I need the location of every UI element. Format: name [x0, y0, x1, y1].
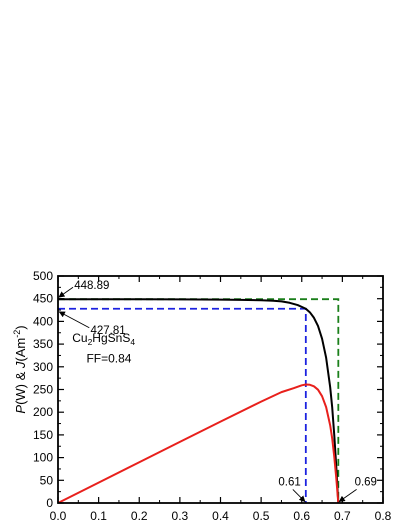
material-sub-2: 2: [88, 337, 93, 347]
x-axis: 0.0 0.1 0.2 0.3 0.4 0.5 0.6 0.7 0.8: [50, 276, 392, 523]
y-tick-label: 350: [33, 337, 53, 351]
voc-arrow: [338, 489, 357, 503]
x-tick-label: 0.5: [253, 509, 270, 523]
y-axis-label-close: ): [13, 325, 28, 329]
jmp-label: 427.81: [91, 325, 126, 337]
y-axis-label-p: P: [13, 405, 28, 414]
fill-factor-label: FF=0.84: [86, 351, 131, 365]
y-axis-label-w: (W) &: [13, 368, 28, 405]
y-tick-label: 200: [33, 405, 53, 419]
x-tick-label: 0.3: [172, 509, 189, 523]
material-label: Cu2HgSnS4: [72, 331, 135, 347]
material-sub-4: 4: [130, 337, 135, 347]
x-tick-label: 0.2: [131, 509, 148, 523]
y-tick-label: 150: [33, 428, 53, 442]
y-tick-label: 100: [33, 451, 53, 465]
y-tick-label: 50: [40, 473, 54, 487]
x-tick-label: 0.7: [334, 509, 351, 523]
data-series: [57, 298, 340, 504]
x-tick-label: 0.0: [50, 509, 67, 523]
power-curve: [57, 383, 340, 504]
jmp-arrow: [58, 311, 90, 329]
voc-label: 0.69: [355, 477, 377, 489]
current-curve: [57, 298, 340, 504]
annotations: 448.89 427.81 0.61 0.69 Cu2HgSnS4 FF=0.8…: [58, 280, 377, 503]
y-axis-label: P(W) & J(Am-2): [12, 325, 28, 413]
y-tick-label: 450: [33, 292, 53, 306]
y-tick-label: 0: [46, 496, 53, 510]
y-axis-label-unit: (Am: [13, 338, 28, 362]
plot-frame: [57, 275, 384, 504]
x-tick-label: 0.4: [212, 509, 229, 523]
material-hgsns: HgSnS: [92, 331, 130, 345]
material-cu: Cu: [72, 331, 87, 345]
vmp-arrow: [292, 489, 306, 503]
x-tick-label: 0.6: [293, 509, 310, 523]
x-tick-label: 0.8: [375, 509, 392, 523]
jsc-arrow: [58, 286, 74, 298]
y-tick-label: 500: [33, 269, 53, 283]
jsc-label: 448.89: [74, 280, 109, 292]
y-axis: 0 50 100 150 200 250 300 350 400 450 500: [33, 269, 383, 510]
y-tick-label: 250: [33, 383, 53, 397]
y-axis-label-exp: -2: [12, 330, 22, 338]
x-tick-label: 0.1: [90, 509, 107, 523]
y-tick-label: 300: [33, 360, 53, 374]
y-axis-label-j: J: [13, 361, 28, 369]
y-tick-label: 400: [33, 314, 53, 328]
vmp-label: 0.61: [278, 477, 300, 489]
